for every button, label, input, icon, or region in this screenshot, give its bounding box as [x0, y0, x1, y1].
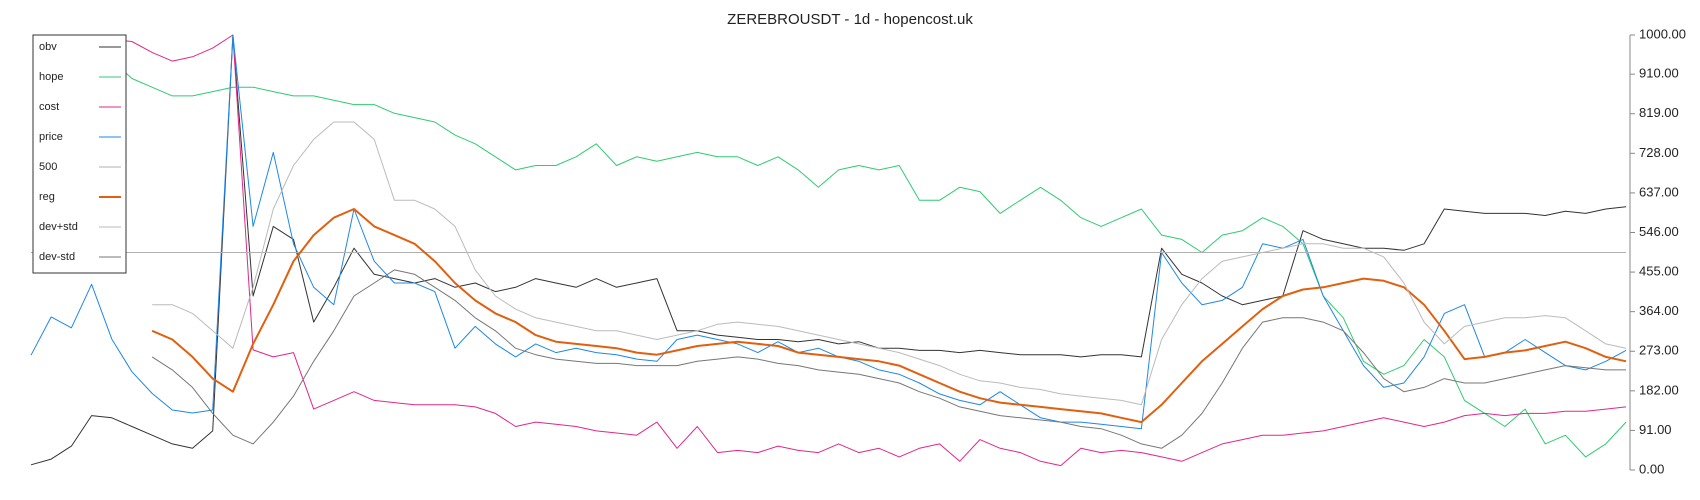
y-tick-label: 0.00 [1639, 461, 1664, 476]
series-line [151, 269, 1626, 449]
legend-label: dev-std [39, 251, 75, 263]
series-line [152, 121, 1627, 406]
y-tick-label: 637.00 [1639, 184, 1679, 199]
legend-label: dev+std [39, 221, 78, 233]
series-line [111, 59, 1627, 458]
legend-box [32, 34, 127, 274]
series-line [30, 34, 1627, 466]
legend-label: obv [39, 41, 57, 53]
y-tick-label: 819.00 [1639, 105, 1679, 120]
y-tick-label: 1000.00 [1639, 26, 1686, 41]
y-tick-label: 728.00 [1639, 145, 1679, 160]
legend-label: reg [39, 191, 55, 203]
y-tick-label: 546.00 [1639, 224, 1679, 239]
series-line [111, 34, 1627, 467]
y-tick-label: 910.00 [1639, 66, 1679, 81]
legend-label: 500 [39, 161, 57, 173]
y-tick-label: 455.00 [1639, 264, 1679, 279]
legend-label: price [39, 131, 63, 143]
legend-label: cost [39, 101, 59, 113]
y-tick-label: 91.00 [1639, 422, 1672, 437]
y-tick-label: 273.00 [1639, 343, 1679, 358]
chart-title: ZEREBROUSDT - 1d - hopencost.uk [727, 11, 973, 28]
y-tick-label: 364.00 [1639, 303, 1679, 318]
legend-label: hope [39, 71, 63, 83]
series-line [30, 34, 1627, 430]
series-line [151, 208, 1627, 424]
y-tick-label: 182.00 [1639, 382, 1679, 397]
